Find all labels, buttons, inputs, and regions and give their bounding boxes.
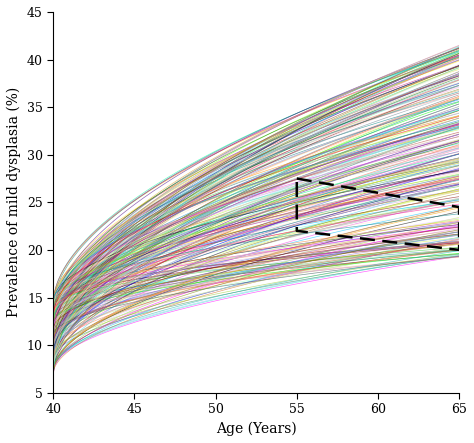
Y-axis label: Prevalence of mild dysplasia (%): Prevalence of mild dysplasia (%)	[7, 87, 21, 318]
X-axis label: Age (Years): Age (Years)	[216, 422, 297, 436]
